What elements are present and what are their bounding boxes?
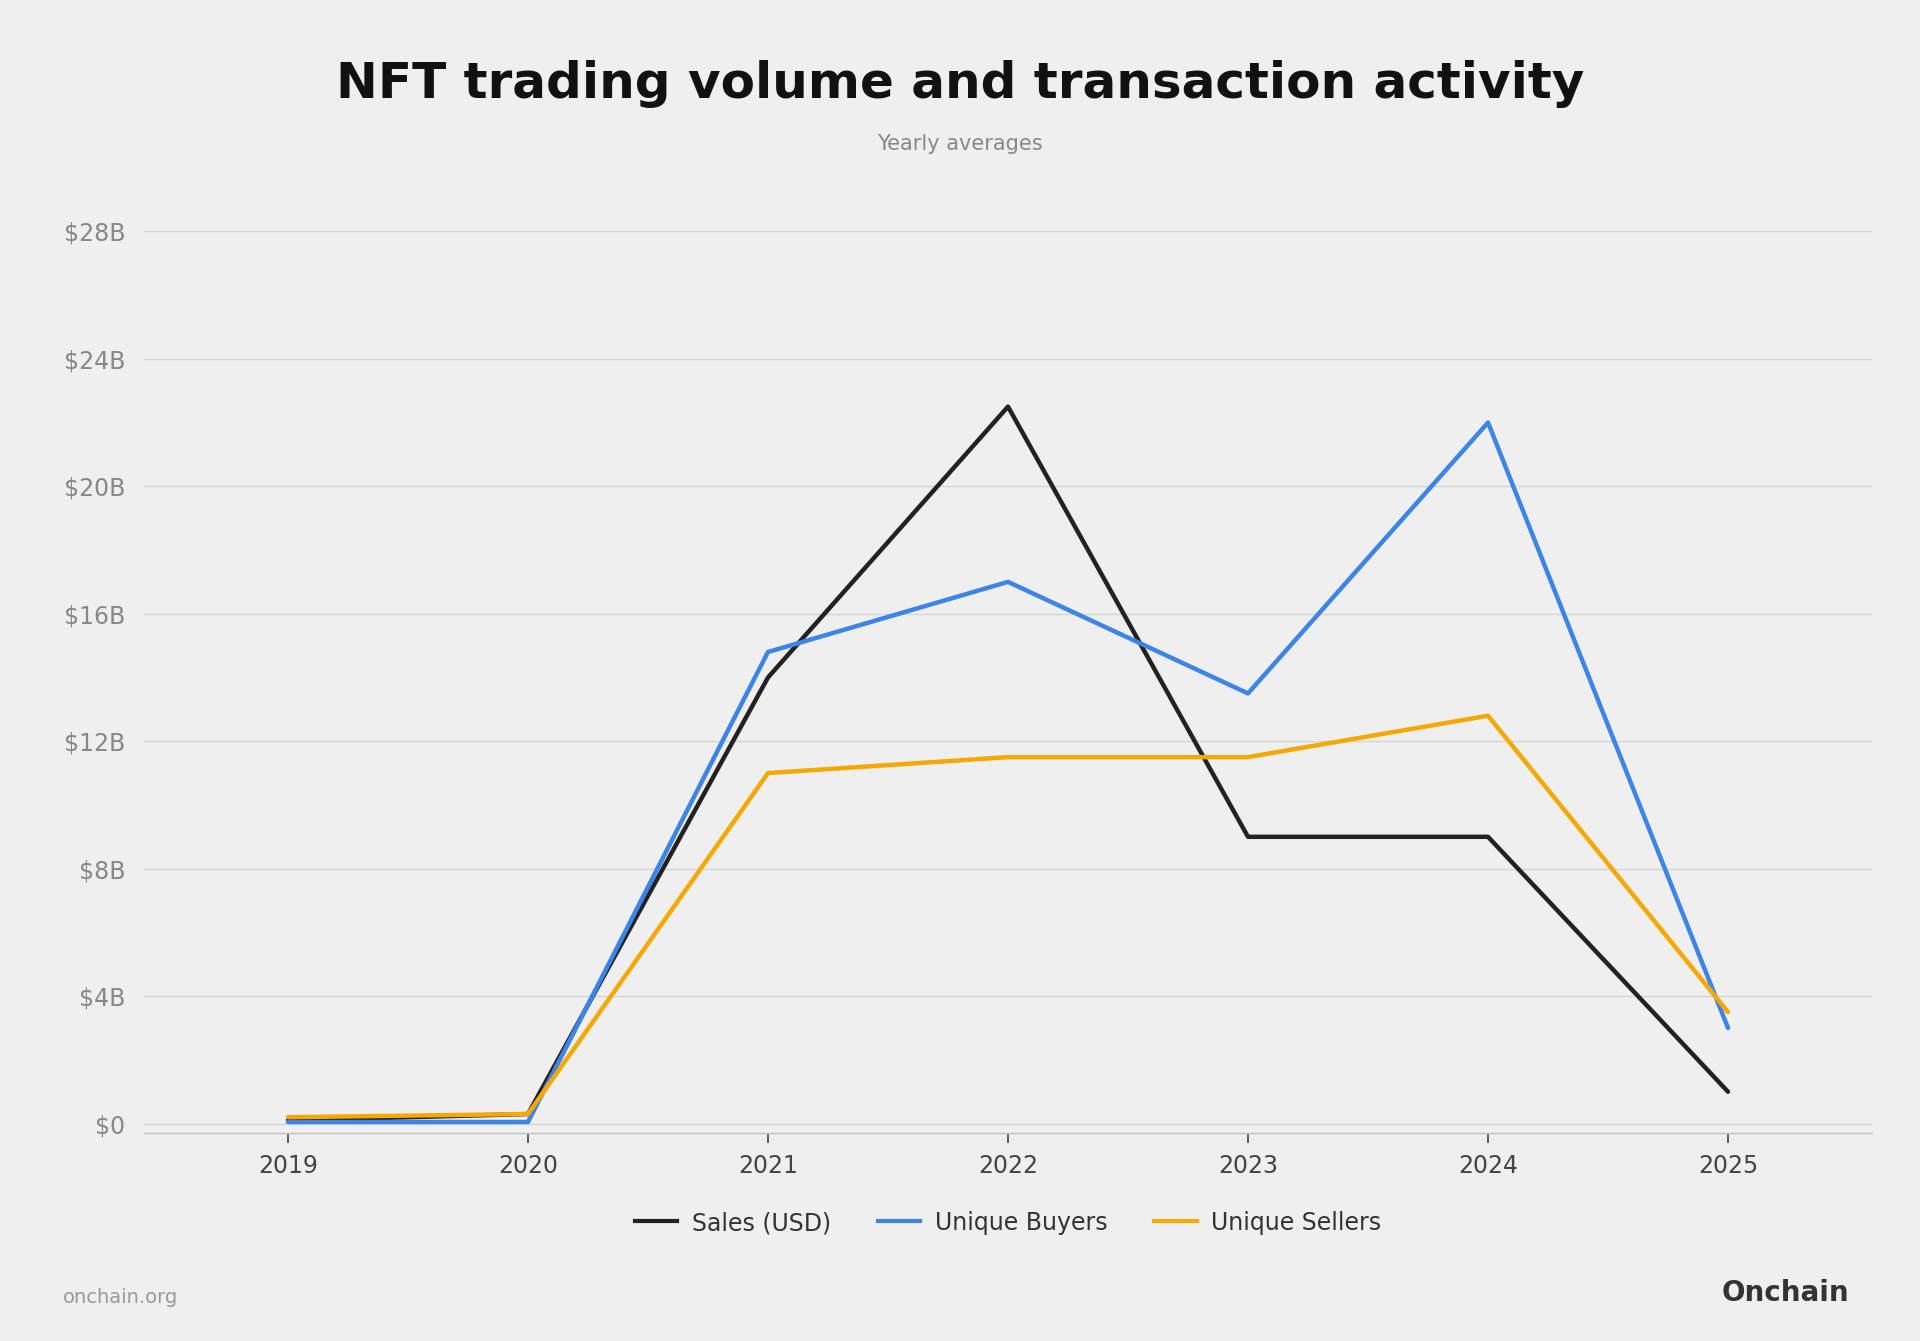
Text: Yearly averages: Yearly averages [877,134,1043,154]
Text: Onchain: Onchain [1722,1279,1849,1307]
Text: NFT trading volume and transaction activity: NFT trading volume and transaction activ… [336,60,1584,109]
Legend: Sales (USD), Unique Buyers, Unique Sellers: Sales (USD), Unique Buyers, Unique Selle… [622,1199,1394,1247]
Text: onchain.org: onchain.org [63,1289,179,1307]
